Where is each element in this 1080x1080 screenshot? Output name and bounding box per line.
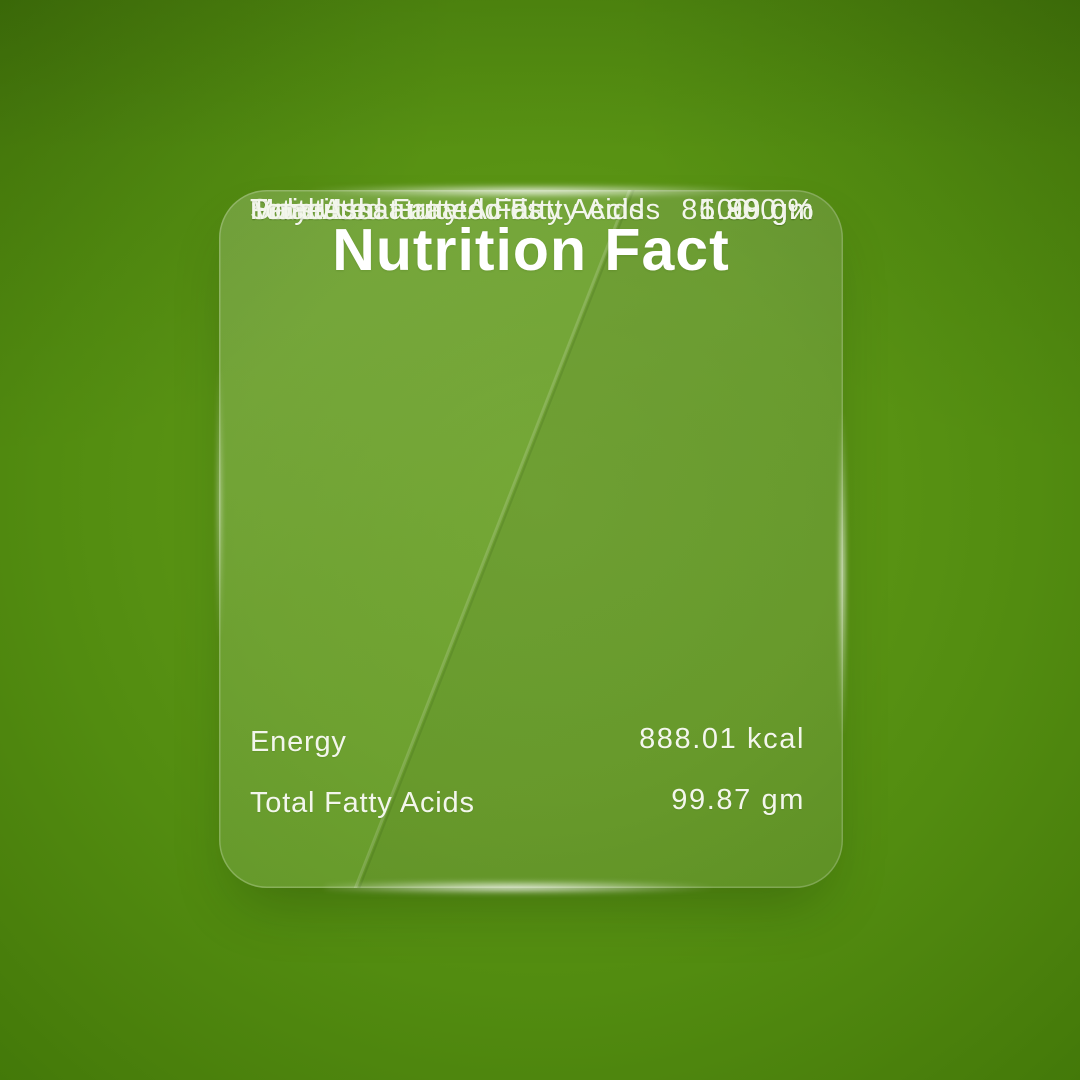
glass-highlight-bottom [325,881,712,894]
nutrient-value: 0.0 % [732,194,815,226]
nutrient-label: Total Fatty Acids [250,787,475,819]
nutrient-label: Energy [250,726,347,758]
glass-highlight-right [838,413,847,735]
nutrient-value: 0.0 gm [716,194,815,226]
glass-highlight-left [216,371,223,637]
nutrient-label: Protein [250,194,348,226]
nutrient-label: Saturated Fatty Acids [250,194,543,226]
nutrient-label: Total Ash [250,194,375,226]
nutrient-row-total-fatty-acids: Total Fatty Acids 99.87 gm [219,783,843,823]
nutrient-value: 86.88 gm [681,194,815,226]
nutrient-value: 0.0% [742,194,815,226]
nutrient-row-saturated-fatty-acids: Saturated Fatty Acids 86.88 gm [219,190,843,230]
nutrient-row-protein: Protein 0.0 gm [219,190,843,230]
nutrient-value: 5.99 gm [699,194,815,226]
nutrient-label: Moisture [250,194,368,226]
nutrient-row-total-ash: Total Ash 0.0 % [219,190,843,230]
nutrient-row-moisture: Moisture 0.0% [219,190,843,230]
nutrient-row-poly-unsaturated-fatty-acids: Poly Unsaturated Fatty Acids 1.99 gm [219,190,843,230]
card-title: Nutrition Fact [332,217,730,283]
nutrient-value: 888.01 kcal [639,723,805,755]
nutrient-value: 99.87 gm [671,784,805,816]
nutrient-label: Mono Unsaturated Fatty Acids [250,194,661,226]
nutrient-row-mono-unsaturated-fatty-acids: Mono Unsaturated Fatty Acids 5.99 gm [219,190,843,230]
nutrient-value: 1.99 gm [699,194,815,226]
nutrient-label: Poly Unsaturated Fatty Acids [250,194,645,226]
nutrition-facts-card: Nutrition Fact Energy 888.01 kcal Total … [216,185,847,894]
nutrient-row-energy: Energy 888.01 kcal [219,722,843,762]
